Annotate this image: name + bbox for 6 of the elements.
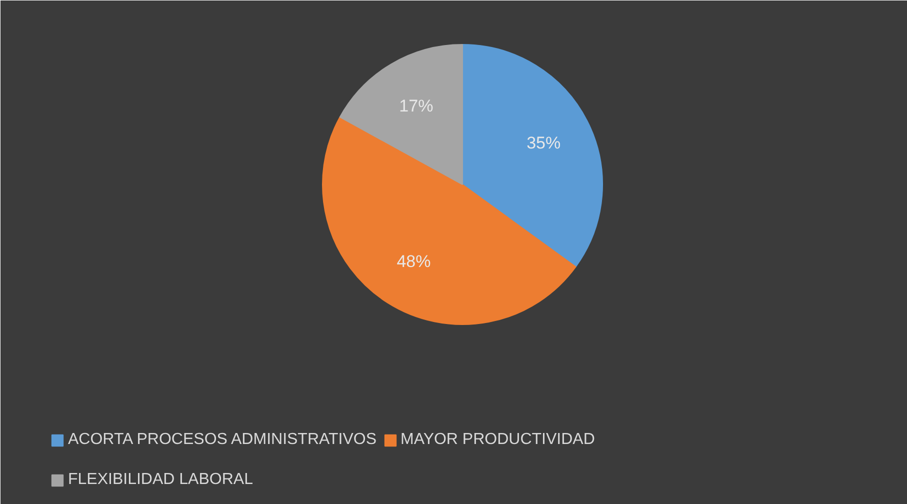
legend-label: ACORTA PROCESOS ADMINISTRATIVOS <box>68 431 376 449</box>
legend-label: FLEXIBILIDAD LABORAL <box>68 471 253 489</box>
data-label: 17% <box>399 96 434 116</box>
data-label: 48% <box>396 252 431 271</box>
legend-label: MAYOR PRODUCTIVIDAD <box>400 431 595 449</box>
data-label: 35% <box>526 134 561 153</box>
